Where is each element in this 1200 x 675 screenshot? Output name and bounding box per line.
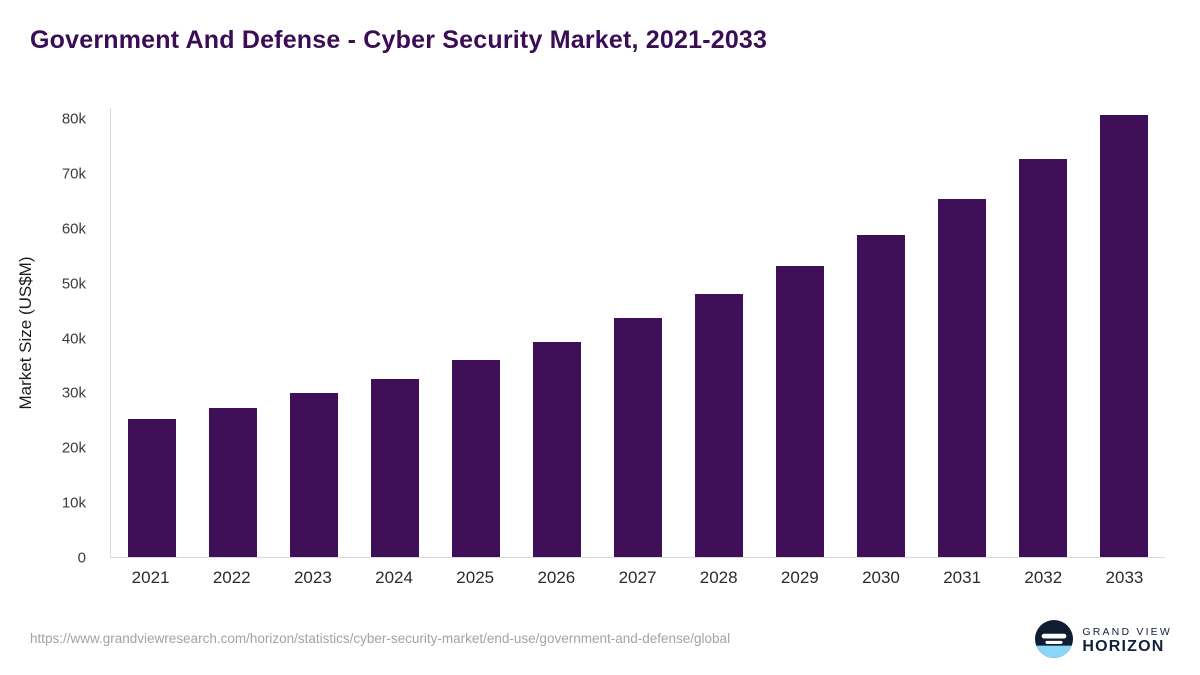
x-tick-label: 2030 [862, 568, 900, 587]
y-axis-ticks: 0 10k 20k 30k 40k 50k 60k 70k 80k [0, 108, 100, 566]
y-tick-label: 70k [61, 165, 86, 183]
y-tick-label: 30k [61, 384, 86, 402]
x-tick-label: 2025 [456, 568, 495, 587]
bar-slot [435, 108, 516, 557]
x-tick-label: 2032 [1024, 568, 1063, 587]
plot-area [110, 108, 1165, 558]
brand-name-bottom: HORIZON [1082, 638, 1165, 656]
y-tick-label: 40k [61, 330, 86, 347]
source-url: https://www.grandviewresearch.com/horizo… [30, 631, 731, 646]
bar-slot [354, 108, 435, 557]
x-tick-label: 2026 [537, 568, 576, 587]
bar-2023 [289, 393, 338, 557]
brand-logo-text: GRAND VIEW HORIZON [1082, 626, 1172, 656]
bar-2033 [1100, 115, 1149, 557]
bar-2029 [776, 265, 825, 557]
y-tick-label: 20k [61, 439, 86, 457]
x-tick-label: 2024 [375, 568, 413, 587]
bar-2025 [451, 360, 500, 557]
bar-2031 [938, 199, 987, 557]
bar-slot [516, 108, 597, 557]
x-tick-label: 2029 [780, 568, 819, 587]
brand-logo: GRAND VIEW HORIZON [1035, 620, 1172, 663]
bar-slot [922, 108, 1003, 557]
bar-2027 [614, 318, 662, 557]
x-tick-label: 2033 [1105, 568, 1144, 587]
bar-slot [111, 108, 192, 557]
bar-slot [273, 108, 354, 557]
bar-2028 [695, 293, 744, 557]
y-tick-label: 10k [61, 494, 86, 512]
y-tick-label: 50k [61, 275, 86, 293]
x-tick-label: 2023 [293, 568, 332, 587]
x-tick-label: 2021 [131, 568, 170, 587]
bar-2022 [208, 407, 257, 557]
bar-slot [760, 108, 841, 557]
chart-title: Government And Defense - Cyber Security … [30, 26, 768, 54]
horizon-logo-icon [1035, 620, 1074, 663]
x-tick-label: 2022 [212, 568, 251, 587]
y-tick-label: 60k [61, 220, 86, 238]
y-tick-label: 80k [61, 110, 86, 128]
x-tick-label: 2031 [943, 568, 982, 587]
x-tick-label: 2028 [699, 568, 738, 587]
bar-slot [1003, 108, 1084, 557]
bar-slot [597, 108, 678, 557]
bar-2021 [127, 419, 176, 557]
bar-slot [679, 108, 760, 557]
bar-slot [192, 108, 273, 557]
x-axis-ticks: 2021 2022 2023 2024 2025 2026 2027 2028 2029 2030… [110, 568, 1165, 588]
bar-2032 [1019, 159, 1068, 557]
x-tick-label: 2027 [618, 568, 657, 587]
bar-2024 [370, 378, 419, 557]
bar-2030 [857, 234, 906, 557]
bar-slot [841, 108, 922, 557]
y-tick-label: 0 [77, 549, 86, 567]
brand-name-top: GRAND VIEW [1082, 626, 1172, 639]
bar-slot [1084, 108, 1165, 557]
bar-2026 [532, 341, 581, 557]
